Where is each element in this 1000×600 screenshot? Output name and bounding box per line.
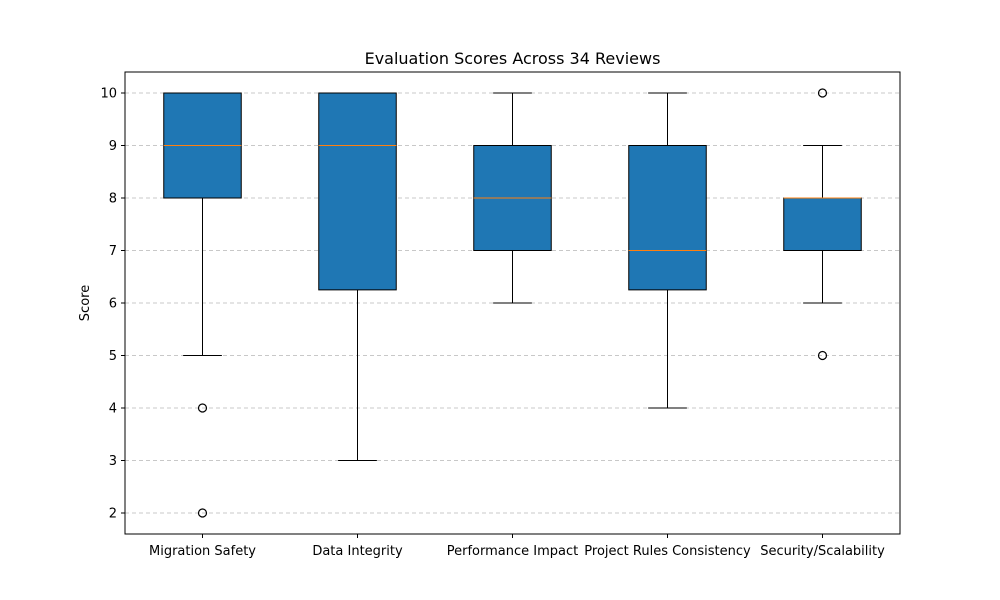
box-iqr	[783, 197, 862, 251]
y-axis-title: Score	[78, 285, 93, 321]
outlier-point	[197, 403, 208, 413]
y-tick-label: 3	[109, 454, 117, 469]
outlier-point	[817, 88, 828, 98]
y-tick-label: 4	[109, 402, 117, 417]
y-tick-label: 10	[100, 87, 117, 102]
outlier-point	[817, 350, 828, 361]
y-tick-label: 7	[109, 244, 117, 259]
x-tick-label: Security/Scalability	[760, 544, 885, 559]
y-tick-label: 5	[109, 349, 117, 364]
y-tick-label: 2	[109, 507, 117, 522]
box-group	[783, 88, 862, 361]
box-iqr	[318, 92, 397, 291]
chart-title: Evaluation Scores Across 34 Reviews	[365, 49, 661, 68]
x-tick-label: Performance Impact	[447, 544, 578, 559]
box-group	[318, 92, 397, 461]
x-tick-label: Project Rules Consistency	[584, 544, 751, 559]
axes: 2 3 4 5 6 7 8 9 10 Migration Safety Data Integrity…	[100, 87, 885, 560]
x-tick-label: Data Integrity	[312, 544, 403, 559]
boxes	[163, 88, 862, 518]
y-tick-label: 9	[109, 139, 117, 154]
outlier-point	[197, 508, 208, 518]
box-group	[163, 92, 242, 518]
y-tick-label: 6	[109, 297, 117, 312]
box-group	[473, 92, 552, 304]
y-tick-label: 8	[109, 192, 117, 207]
x-tick-label: Migration Safety	[149, 544, 256, 559]
box-iqr	[628, 145, 707, 291]
box-group	[628, 92, 707, 409]
